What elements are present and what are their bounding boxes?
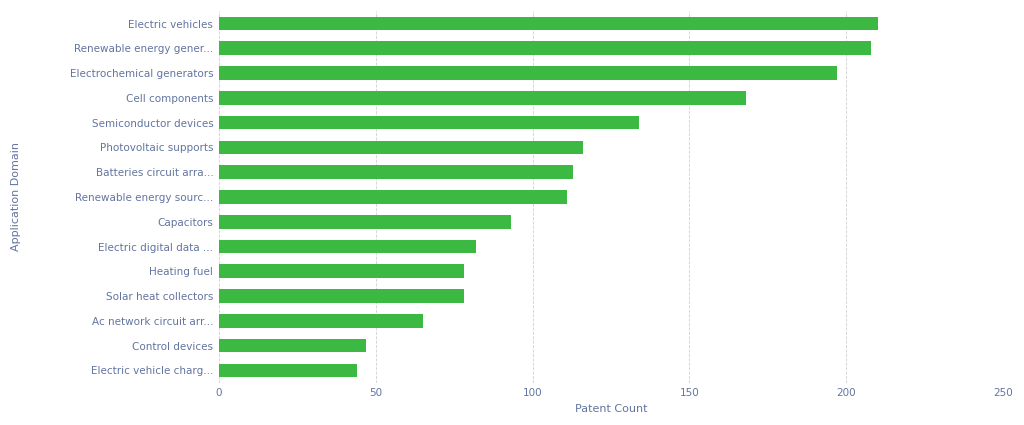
Bar — [219, 363, 357, 377]
Bar — [219, 17, 878, 30]
Bar — [219, 42, 871, 55]
X-axis label: Patent Count: Patent Count — [574, 404, 647, 414]
Bar — [219, 289, 464, 303]
Bar — [219, 215, 511, 229]
Bar — [219, 66, 837, 80]
Bar — [219, 141, 583, 154]
Bar — [219, 339, 367, 352]
Bar — [219, 264, 464, 278]
Bar — [219, 240, 476, 253]
Bar — [219, 116, 639, 130]
Bar — [219, 314, 423, 328]
Bar — [219, 91, 745, 105]
Bar — [219, 165, 573, 179]
Bar — [219, 190, 567, 204]
Y-axis label: Application Domain: Application Domain — [11, 142, 22, 252]
